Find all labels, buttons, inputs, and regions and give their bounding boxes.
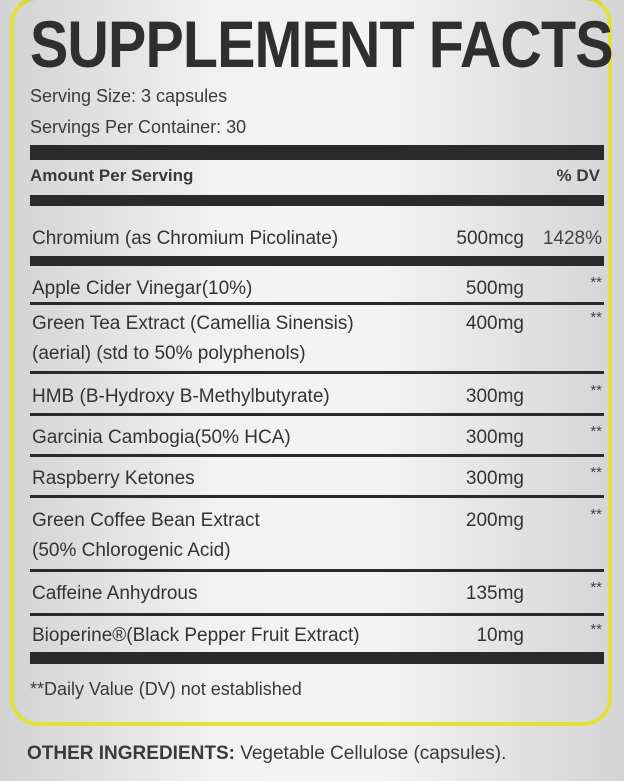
row-divider — [30, 495, 604, 498]
ingredient-name: Bioperine®(Black Pepper Fruit Extract) — [32, 625, 360, 646]
ingredient-name: Apple Cider Vinegar(10%) — [32, 278, 253, 299]
other-ingredients: OTHER INGREDIENTS: Vegetable Cellulose (… — [27, 743, 506, 765]
ingredient-amount: 300mg — [465, 468, 524, 489]
ingredient-amount: 500mg — [465, 278, 524, 299]
divider-thick — [30, 145, 604, 160]
amount-per-serving-header: Amount Per Serving — [30, 166, 194, 185]
ingredient-dv: ** — [590, 274, 602, 291]
row-divider — [30, 569, 604, 572]
ingredient-dv: ** — [590, 464, 602, 481]
ingredient-name: Green Tea Extract (Camellia Sinensis) — [32, 313, 354, 334]
ingredient-name: Caffeine Anhydrous — [32, 583, 198, 604]
divider-thick — [30, 652, 604, 664]
label-title: SUPPLEMENT FACTS — [30, 7, 614, 81]
row-divider — [30, 413, 604, 416]
row-divider — [30, 454, 604, 457]
ingredient-name: Raspberry Ketones — [32, 468, 195, 489]
ingredient-dv: ** — [590, 423, 602, 440]
ingredient-name: Garcinia Cambogia(50% HCA) — [32, 427, 291, 448]
ingredient-name: (50% Chlorogenic Acid) — [32, 540, 231, 561]
serving-size: Serving Size: 3 capsules — [30, 86, 228, 106]
footnote: **Daily Value (DV) not established — [30, 679, 302, 699]
ingredient-name: (aerial) (std to 50% polyphenols) — [32, 343, 306, 364]
ingredient-amount: 300mg — [465, 427, 524, 448]
ingredient-dv: 1428% — [542, 228, 602, 249]
servings-per-container: Servings Per Container: 30 — [30, 117, 247, 137]
divider-thick — [30, 195, 604, 206]
row-divider — [30, 302, 604, 305]
row-divider — [30, 371, 604, 374]
ingredient-amount: 300mg — [465, 386, 524, 407]
ingredient-amount: 200mg — [465, 510, 524, 531]
ingredient-dv: ** — [590, 621, 602, 638]
other-ingredients-label: OTHER INGREDIENTS: — [27, 743, 235, 764]
ingredient-dv: ** — [590, 309, 602, 326]
ingredient-amount: 500mcg — [456, 228, 524, 249]
ingredient-amount: 400mg — [465, 313, 524, 334]
supplement-facts-panel — [10, 0, 612, 726]
ingredient-dv: ** — [590, 382, 602, 399]
dv-header: % DV — [556, 166, 600, 185]
ingredient-name: Green Coffee Bean Extract — [32, 510, 260, 531]
ingredient-name: Chromium (as Chromium Picolinate) — [32, 228, 339, 249]
ingredient-amount: 135mg — [465, 583, 524, 604]
ingredient-amount: 10mg — [476, 625, 524, 646]
row-divider — [30, 256, 604, 266]
ingredient-dv: ** — [590, 506, 602, 523]
ingredient-dv: ** — [590, 579, 602, 596]
row-divider — [30, 613, 604, 616]
ingredient-name: HMB (B-Hydroxy B-Methylbutyrate) — [32, 386, 330, 407]
other-ingredients-value: Vegetable Cellulose (capsules). — [234, 743, 507, 764]
